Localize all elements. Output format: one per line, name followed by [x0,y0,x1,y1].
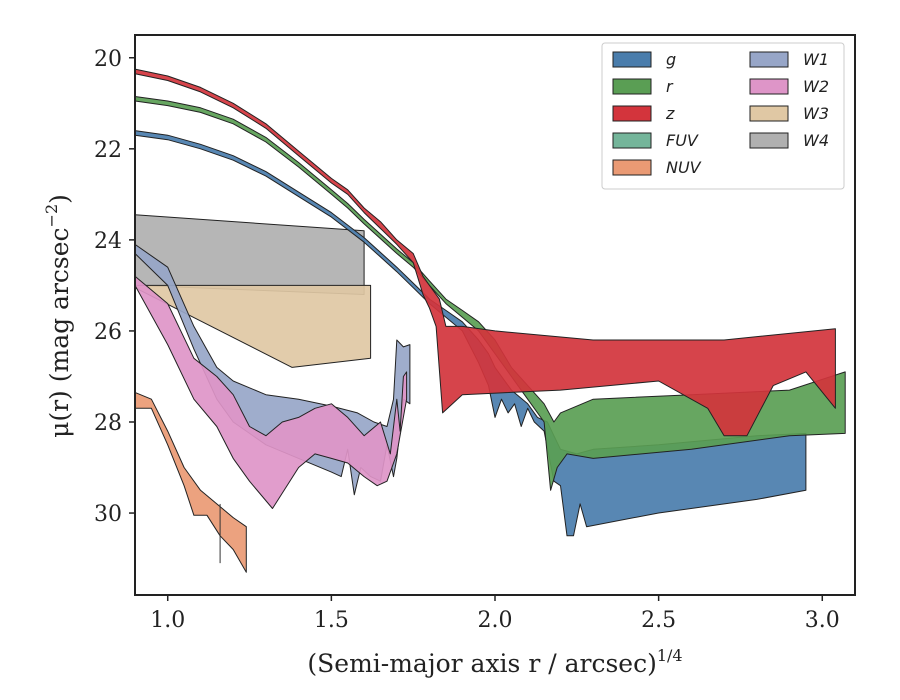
legend-swatch-fuv [612,132,652,149]
y-axis-label: μ(r) (mag arcsec−2) [42,194,74,438]
legend: grz FUV NUV W1 W2 W3 W4 [601,42,845,190]
x-axis-label-exponent: 1/4 [657,646,683,665]
x-axis-ticks: 1.0 1.5 2.0 2.5 3.0 [150,595,840,633]
y-axis-label-close: ) [45,194,74,204]
x-tick-label: 1.0 [150,608,185,633]
y-axis-ticks: 20 22 24 26 28 30 [94,47,135,527]
legend-label-w1: W1 [803,50,829,69]
legend-label-fuv: FUV [666,131,699,150]
y-axis-label-text: μ(r) (mag arcsec [45,227,74,437]
legend-label-w2: W2 [803,77,829,96]
y-axis-label-exponent: −2 [42,204,61,228]
band-w2 [134,275,408,509]
legend-swatch-w1 [749,51,789,68]
legend-swatch-g [612,51,652,68]
x-tick-label: 3.0 [805,608,840,633]
legend-label-r: r [666,77,674,96]
y-tick-label: 28 [94,411,122,436]
band-z [134,68,836,437]
y-tick-label: 26 [94,320,122,345]
legend-label-g: g [666,50,676,69]
legend-swatch-w2 [749,78,789,95]
legend-label-w4: W4 [803,131,829,150]
series-layer [134,68,846,573]
y-tick-label: 20 [94,47,122,72]
x-axis-label-text: (Semi-major axis r / arcsec) [307,649,656,678]
legend-label-nuv: NUV [666,158,702,177]
x-tick-label: 2.5 [641,608,676,633]
legend-swatch-r [612,78,652,95]
y-tick-label: 30 [94,502,122,527]
legend-swatch-w4 [749,132,789,149]
band-r [134,96,846,491]
y-tick-label: 24 [94,229,122,254]
legend-swatch-w3 [749,105,789,122]
y-tick-label: 22 [94,138,122,163]
legend-label-w3: W3 [803,104,829,123]
legend-swatch-nuv [612,159,652,176]
legend-swatch-z [612,105,652,122]
x-axis-label: (Semi-major axis r / arcsec)1/4 [307,646,682,678]
x-tick-label: 1.5 [314,608,349,633]
x-tick-label: 2.0 [478,608,513,633]
band-nuv [134,391,247,573]
legend-label-z: z [665,104,675,123]
